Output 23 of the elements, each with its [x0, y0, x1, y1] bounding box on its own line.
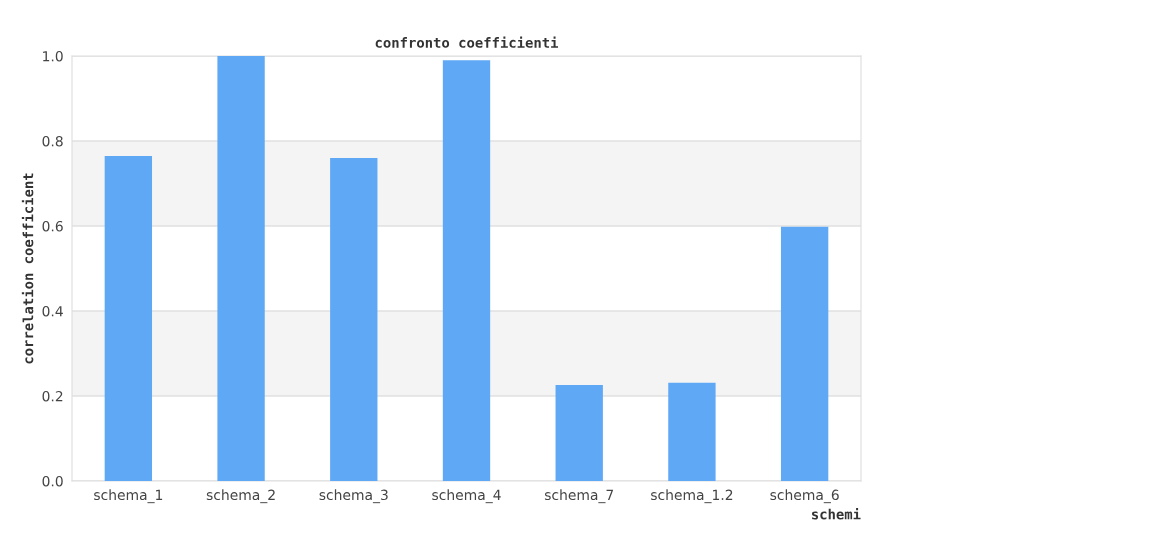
bar [217, 56, 265, 481]
x-tick-label: schema_7 [544, 489, 614, 504]
y-tick-label: 0.0 [42, 475, 63, 487]
bar [555, 384, 603, 481]
y-axis-title: correlation coefficient [21, 173, 34, 364]
bar [668, 382, 716, 481]
bar [104, 155, 153, 481]
x-tick-label: schema_6 [770, 489, 839, 504]
y-tick-label: 0.4 [42, 305, 63, 317]
y-tick-label: 0.6 [42, 220, 63, 232]
y-tick-label: 1.0 [43, 50, 63, 62]
x-tick-label: schema_2 [206, 489, 275, 504]
x-tick-label: schema_4 [432, 489, 501, 504]
y-tick-label: 0.8 [42, 135, 63, 147]
x-tick-label: schema_3 [319, 489, 388, 504]
bar [442, 60, 491, 481]
x-axis-title: schemi [812, 507, 861, 520]
y-tick-label: 0.2 [42, 390, 63, 402]
bar [330, 158, 378, 481]
bar [780, 226, 829, 481]
x-tick-label: schema_1 [94, 489, 163, 504]
x-tick-label: schema_1.2 [651, 489, 733, 504]
chart-title: confronto coefficienti [375, 36, 559, 48]
